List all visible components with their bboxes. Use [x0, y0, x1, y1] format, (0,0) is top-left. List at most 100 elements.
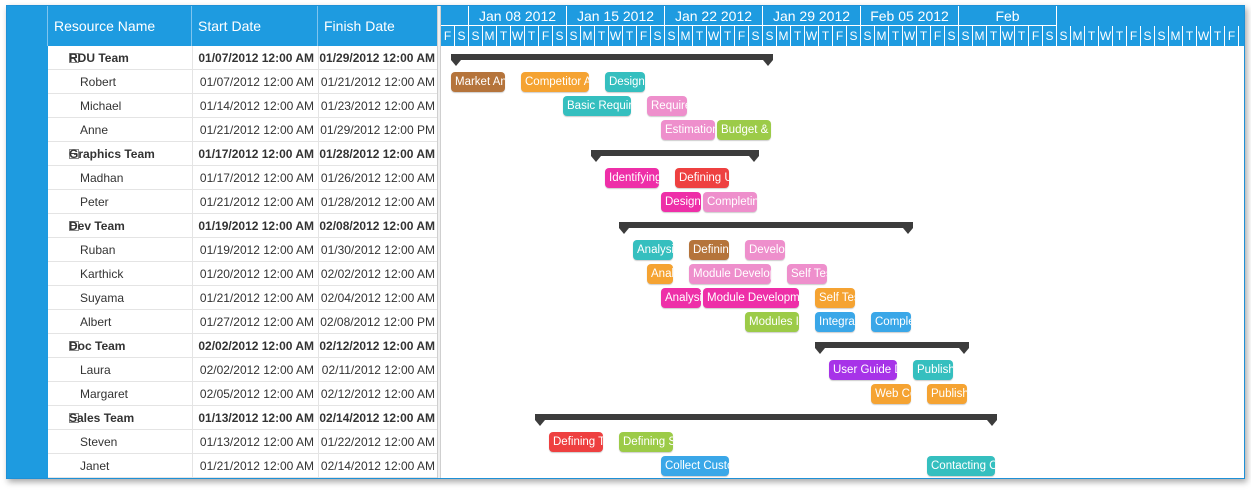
resource-name-cell[interactable]: Robert	[48, 70, 192, 94]
start-date-cell[interactable]: 01/14/2012 12:00 AM	[192, 94, 318, 118]
start-date-cell[interactable]: 01/17/2012 12:00 AM	[192, 142, 318, 166]
table-row[interactable]: Laura 02/02/2012 12:00 AM 02/11/2012 12:00…	[48, 358, 437, 382]
grid-chart-splitter[interactable]	[437, 6, 441, 478]
task-bar[interactable]: Estimation	[661, 120, 715, 140]
table-row[interactable]: Albert 01/27/2012 12:00 AM 02/08/2012 12:0…	[48, 310, 437, 334]
resource-name-cell[interactable]: Madhan	[48, 166, 192, 190]
start-date-cell[interactable]: 02/05/2012 12:00 AM	[192, 382, 318, 406]
finish-date-cell[interactable]: 02/08/2012 12:00 PM	[318, 310, 437, 334]
resource-name-cell[interactable]: Albert	[48, 310, 192, 334]
resource-name-cell[interactable]: Margaret	[48, 382, 192, 406]
task-bar[interactable]: Module Development	[689, 264, 771, 284]
task-bar[interactable]: Publishi...	[913, 360, 953, 380]
finish-date-cell[interactable]: 02/08/2012 12:00 AM	[318, 214, 437, 238]
table-row[interactable]: Peter 01/21/2012 12:00 AM 01/28/2012 12:00…	[48, 190, 437, 214]
team-row[interactable]: RDU Team 01/07/2012 12:00 AM 01/29/2012 12…	[48, 46, 437, 70]
task-bar[interactable]: Analysis	[633, 240, 673, 260]
task-bar[interactable]: Self Testi...	[815, 288, 855, 308]
resource-name-cell[interactable]: Anne	[48, 118, 192, 142]
team-row[interactable]: Dev Team 01/19/2012 12:00 AM 02/08/2012 12…	[48, 214, 437, 238]
resource-name-cell[interactable]: Ruban	[48, 238, 192, 262]
start-date-cell[interactable]: 01/17/2012 12:00 AM	[192, 166, 318, 190]
start-date-cell[interactable]: 01/13/2012 12:00 AM	[192, 430, 318, 454]
start-date-cell[interactable]: 02/02/2012 12:00 AM	[192, 358, 318, 382]
resource-name-cell[interactable]: RDU Team	[48, 46, 192, 70]
task-bar[interactable]: Completin...	[703, 192, 757, 212]
collapse-toggle-icon[interactable]	[69, 53, 79, 63]
resource-name-cell[interactable]: Karthick	[48, 262, 192, 286]
column-header-finish-date[interactable]: Finish Date	[324, 18, 395, 34]
task-bar[interactable]: Completen...	[871, 312, 911, 332]
task-bar[interactable]: Analysis	[647, 264, 673, 284]
table-row[interactable]: Suyama 01/21/2012 12:00 AM 02/04/2012 12:0…	[48, 286, 437, 310]
start-date-cell[interactable]: 01/21/2012 12:00 AM	[192, 286, 318, 310]
task-bar[interactable]: Modules Inte...	[745, 312, 799, 332]
start-date-cell[interactable]: 01/19/2012 12:00 AM	[192, 214, 318, 238]
team-row[interactable]: Sales Team 01/13/2012 12:00 AM 02/14/2012 …	[48, 406, 437, 430]
finish-date-cell[interactable]: 02/14/2012 12:00 AM	[318, 406, 437, 430]
table-row[interactable]: Michael 01/14/2012 12:00 AM 01/23/2012 12:…	[48, 94, 437, 118]
start-date-cell[interactable]: 01/13/2012 12:00 AM	[192, 406, 318, 430]
table-row[interactable]: Robert 01/07/2012 12:00 AM 01/21/2012 12:0…	[48, 70, 437, 94]
finish-date-cell[interactable]: 01/23/2012 12:00 AM	[318, 94, 437, 118]
resource-name-cell[interactable]: Janet	[48, 454, 192, 478]
start-date-cell[interactable]: 01/27/2012 12:00 AM	[192, 310, 318, 334]
collapse-toggle-icon[interactable]	[69, 341, 79, 351]
finish-date-cell[interactable]: 01/29/2012 12:00 PM	[318, 118, 437, 142]
resource-name-cell[interactable]: Michael	[48, 94, 192, 118]
finish-date-cell[interactable]: 02/02/2012 12:00 AM	[318, 262, 437, 286]
start-date-cell[interactable]: 01/07/2012 12:00 AM	[192, 70, 318, 94]
task-bar[interactable]: Identifying U...	[605, 168, 659, 188]
table-row[interactable]: Margaret 02/05/2012 12:00 AM 02/12/2012 12…	[48, 382, 437, 406]
task-bar[interactable]: Contacting Custo...	[927, 456, 995, 476]
summary-bar[interactable]	[451, 54, 773, 66]
task-bar[interactable]: Defining Star...	[619, 432, 673, 452]
task-bar[interactable]: Defining Tar...	[549, 432, 603, 452]
resource-name-cell[interactable]: Sales Team	[48, 406, 192, 430]
start-date-cell[interactable]: 01/21/2012 12:00 AM	[192, 454, 318, 478]
task-bar[interactable]: Designin...	[661, 192, 701, 212]
task-bar[interactable]: Module Development	[703, 288, 799, 308]
resource-name-cell[interactable]: Peter	[48, 190, 192, 214]
start-date-cell[interactable]: 01/07/2012 12:00 AM	[192, 46, 318, 70]
table-row[interactable]: Karthick 01/20/2012 12:00 AM 02/02/2012 12…	[48, 262, 437, 286]
task-bar[interactable]: Publishing...	[927, 384, 967, 404]
collapse-toggle-icon[interactable]	[69, 413, 79, 423]
finish-date-cell[interactable]: 02/12/2012 12:00 AM	[318, 382, 437, 406]
table-row[interactable]: Ruban 01/19/2012 12:00 AM 01/30/2012 12:00…	[48, 238, 437, 262]
start-date-cell[interactable]: 01/20/2012 12:00 AM	[192, 262, 318, 286]
task-bar[interactable]: Defining...	[689, 240, 729, 260]
resource-name-cell[interactable]: Graphics Team	[48, 142, 192, 166]
task-bar[interactable]: Market Anal...	[451, 72, 505, 92]
column-header-resource-name[interactable]: Resource Name	[48, 6, 192, 46]
task-bar[interactable]: User Guide Devel...	[829, 360, 897, 380]
finish-date-cell[interactable]: 01/30/2012 12:00 AM	[318, 238, 437, 262]
task-bar[interactable]: Integration...	[815, 312, 855, 332]
collapse-toggle-icon[interactable]	[69, 221, 79, 231]
finish-date-cell[interactable]: 01/29/2012 12:00 AM	[318, 46, 437, 70]
start-date-cell[interactable]: 02/02/2012 12:00 AM	[192, 334, 318, 358]
resource-name-cell[interactable]: Suyama	[48, 286, 192, 310]
table-row[interactable]: Steven 01/13/2012 12:00 AM 01/22/2012 12:0…	[48, 430, 437, 454]
task-bar[interactable]: Developm...	[745, 240, 785, 260]
task-bar[interactable]: Analysis	[661, 288, 701, 308]
task-bar[interactable]: Design Spec	[605, 72, 645, 92]
table-row[interactable]: Janet 01/21/2012 12:00 AM 02/14/2012 12:00…	[48, 454, 437, 478]
resource-name-cell[interactable]: Steven	[48, 430, 192, 454]
summary-bar[interactable]	[591, 150, 759, 162]
collapse-toggle-icon[interactable]	[69, 149, 79, 159]
task-bar[interactable]: Self Testing	[787, 264, 827, 284]
table-row[interactable]: Madhan 01/17/2012 12:00 AM 01/26/2012 12:0…	[48, 166, 437, 190]
summary-bar[interactable]	[535, 414, 997, 426]
finish-date-cell[interactable]: 01/22/2012 12:00 AM	[318, 430, 437, 454]
table-row[interactable]: Anne 01/21/2012 12:00 AM 01/29/2012 12:00 …	[48, 118, 437, 142]
task-bar[interactable]: Basic Requireme...	[563, 96, 631, 116]
resource-name-cell[interactable]: Laura	[48, 358, 192, 382]
finish-date-cell[interactable]: 02/11/2012 12:00 AM	[318, 358, 437, 382]
task-bar[interactable]: Defining UI De...	[675, 168, 729, 188]
task-bar[interactable]: Budget & Pla...	[717, 120, 771, 140]
resource-name-cell[interactable]: Dev Team	[48, 214, 192, 238]
finish-date-cell[interactable]: 02/12/2012 12:00 AM	[318, 334, 437, 358]
column-header-start-date[interactable]: Start Date	[192, 6, 318, 46]
finish-date-cell[interactable]: 01/26/2012 12:00 AM	[318, 166, 437, 190]
